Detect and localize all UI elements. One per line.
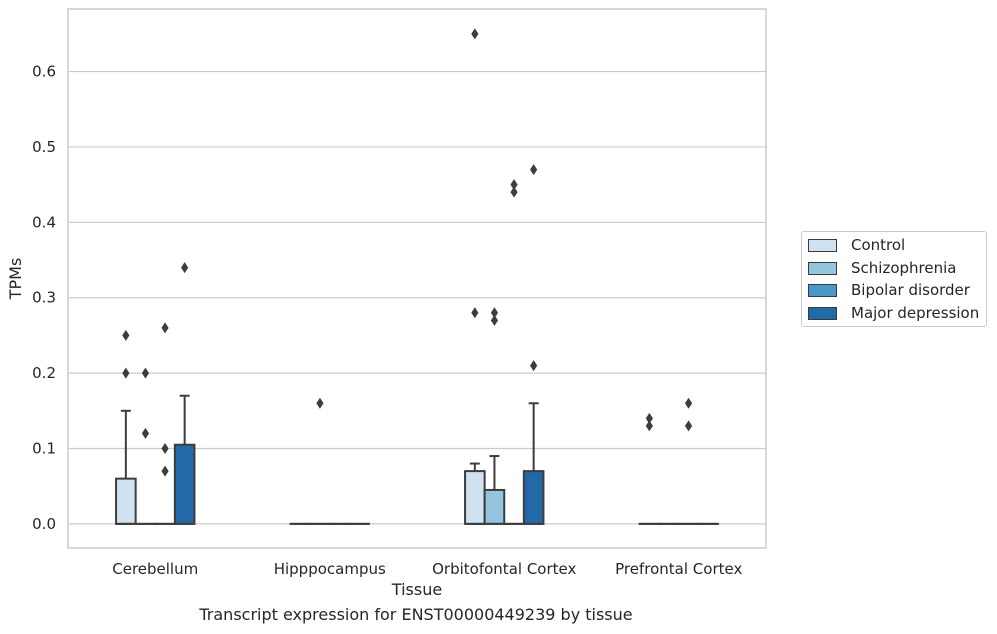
outlier-point [161,442,169,454]
x-axis-label: Tissue [391,580,442,599]
x-tick-label: Prefrontal Cortex [615,560,742,578]
chart-caption: Transcript expression for ENST0000044923… [199,605,633,624]
outlier-point [161,322,169,334]
outlier-point [471,307,479,319]
outlier-point [122,329,130,341]
outlier-point [645,412,653,424]
y-tick-label: 0.2 [32,364,56,382]
x-tick-label: Orbitofontal Cortex [432,560,576,578]
outlier-point [645,420,653,432]
outlier-point [141,427,150,439]
legend: Control Schizophrenia Bipolar disorder M… [801,231,987,327]
legend-swatch-schizophrenia [808,261,837,275]
outlier-point [141,367,150,379]
outlier-point [530,164,538,176]
outlier-point [684,420,693,432]
legend-swatch-control [808,238,837,252]
legend-label-control: Control [851,236,906,254]
y-tick-label: 0.5 [32,138,56,156]
plot-frame [67,8,767,549]
outlier-point [471,28,479,40]
x-tick-label: Cerebellum [112,560,198,578]
y-tick-label: 0.1 [32,439,56,457]
legend-swatch-bipolar [808,283,837,297]
legend-label-bipolar: Bipolar disorder [851,281,970,299]
box [173,443,196,525]
outlier-point [316,397,324,409]
plot-area [68,9,766,548]
box [522,470,545,525]
y-tick-label: 0.4 [32,213,56,231]
y-tick-label: 0.3 [32,289,56,307]
box [464,470,486,525]
outlier-point [684,397,693,409]
legend-item-major-depression: Major depression [808,303,979,323]
y-tick-label: 0.0 [32,515,56,533]
legend-swatch-major-depression [808,306,837,320]
legend-label-schizophrenia: Schizophrenia [851,259,957,277]
outlier-point [510,179,518,191]
outlier-point [161,465,169,477]
x-tick-label: Hipppocampus [274,560,386,578]
legend-item-bipolar: Bipolar disorder [808,280,970,300]
outlier-point [530,360,538,372]
outlier-point [490,314,499,326]
legend-item-schizophrenia: Schizophrenia [808,258,956,278]
outlier-point [181,262,189,274]
y-axis-label: TPMs [6,258,25,301]
legend-item-control: Control [808,235,905,255]
box [483,488,506,525]
box [115,477,137,525]
y-tick-label: 0.6 [32,63,56,81]
outlier-point [490,307,499,319]
outlier-point [510,186,518,198]
legend-label-major-depression: Major depression [851,304,980,322]
outlier-point [122,367,130,379]
